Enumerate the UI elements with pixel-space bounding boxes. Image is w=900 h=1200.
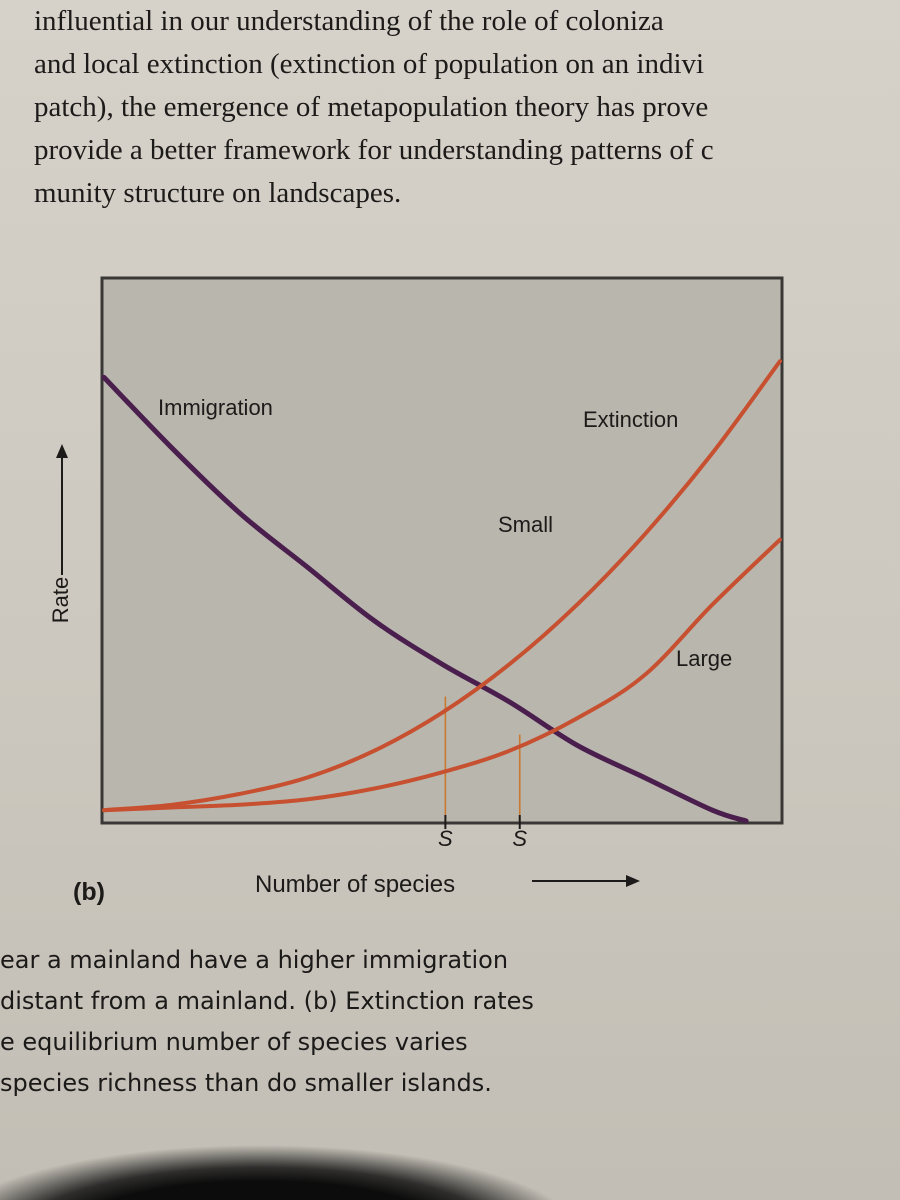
x-axis-label: Number of species bbox=[255, 871, 455, 898]
body-line: and local extinction (extinction of popu… bbox=[34, 48, 705, 80]
body-line: munity structure on landscapes. bbox=[34, 177, 402, 209]
caption-line: ear a mainland have a higher immigration bbox=[0, 946, 509, 974]
body-line: influential in our understanding of the … bbox=[34, 5, 664, 37]
y-axis-arrow-head bbox=[56, 444, 68, 458]
immigration-label: Immigration bbox=[158, 395, 273, 420]
panel-label: (b) bbox=[73, 878, 105, 906]
equilibrium-label-large: S bbox=[512, 826, 527, 851]
caption-line: e equilibrium number of species varies bbox=[0, 1028, 468, 1056]
equilibrium-label-small: S bbox=[438, 826, 453, 851]
body-paragraph: influential in our understanding of the … bbox=[34, 0, 900, 215]
extinction-label: Extinction bbox=[583, 407, 678, 432]
figure-island-biogeography: Rate (b) Number of species Immigration E… bbox=[0, 270, 900, 910]
extinction-large-curve bbox=[102, 537, 782, 813]
x-axis-arrow-head bbox=[626, 875, 640, 887]
body-line: provide a better framework for understan… bbox=[34, 134, 714, 166]
immigration-curve bbox=[101, 374, 749, 824]
figure-caption: ear a mainland have a higher immigration… bbox=[0, 940, 900, 1104]
plot-area bbox=[100, 276, 784, 825]
y-axis-label: Rate bbox=[48, 577, 73, 623]
rate-chart: Rate (b) Number of species Immigration E… bbox=[48, 276, 784, 906]
y-axis-label-group: Rate bbox=[48, 444, 73, 623]
small-label: Small bbox=[498, 512, 553, 537]
extinction-small-curve bbox=[102, 359, 782, 813]
photo-shadow bbox=[0, 1095, 900, 1200]
caption-line: species richness than do smaller islands… bbox=[0, 1069, 492, 1097]
body-line: patch), the emergence of metapopulation … bbox=[34, 91, 709, 123]
series-layer bbox=[101, 359, 782, 829]
caption-line: distant from a mainland. (b) Extinction … bbox=[0, 987, 534, 1015]
large-label: Large bbox=[676, 646, 732, 671]
